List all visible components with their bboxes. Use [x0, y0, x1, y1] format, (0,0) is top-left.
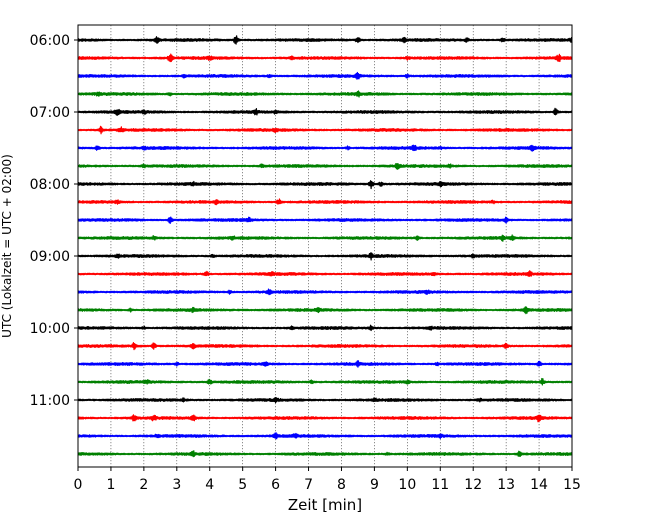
plot-frame: [77, 24, 573, 468]
seismogram-trace: [77, 288, 573, 296]
y-tick-label: 07:00: [30, 105, 70, 121]
seismogram-trace: [77, 360, 573, 368]
seismogram-trace: [77, 414, 573, 423]
seismogram-trace: [77, 71, 573, 80]
x-tick-label: 15: [563, 477, 581, 493]
x-tick-label: 2: [139, 477, 148, 493]
x-tick-label: 7: [304, 477, 313, 493]
x-axis-title: Zeit [min]: [288, 496, 362, 514]
x-tick-label: 8: [337, 477, 346, 493]
seismogram-trace: [77, 306, 573, 315]
seismogram-trace: [77, 53, 573, 63]
seismogram-trace: [77, 432, 573, 440]
seismogram-trace: [77, 270, 573, 277]
seismogram-trace: [77, 377, 573, 386]
seismogram-trace: [77, 216, 573, 225]
y-axis-title: UTC (Lokalzeit = UTC + 02:00): [0, 154, 14, 338]
seismogram-trace: [77, 324, 573, 332]
x-tick-label: 9: [370, 477, 379, 493]
trace-group: [77, 35, 573, 458]
y-tick-label: 09:00: [30, 249, 70, 265]
seismogram-trace: [77, 162, 573, 170]
x-tick-label: 0: [74, 477, 83, 493]
x-tick-label: 4: [205, 477, 214, 493]
seismogram-trace: [77, 107, 573, 116]
seismogram-trace: [77, 450, 573, 458]
y-tick-label: 06:00: [30, 33, 70, 49]
y-tick-label: 08:00: [30, 177, 70, 193]
y-tick-label: 11:00: [30, 393, 70, 409]
x-tick-label: 6: [271, 477, 280, 493]
x-tick-label: 13: [497, 477, 515, 493]
seismogram-trace: [77, 144, 573, 152]
x-tick-label: 11: [431, 477, 449, 493]
x-axis: 0 1 2 3 4 5 6 7 8 9 10 11 12 13 14 15: [74, 467, 581, 493]
seismogram-trace: [77, 396, 573, 404]
seismogram-trace: [77, 90, 573, 98]
seismogram-trace: [77, 252, 573, 261]
y-axis: 06:00 07:00 08:00 09:00 10:00 11:00: [30, 33, 78, 409]
seismogram-trace: [77, 198, 573, 206]
seismogram-trace: [77, 180, 573, 190]
x-tick-label: 3: [172, 477, 181, 493]
x-tick-label: 14: [530, 477, 548, 493]
x-tick-label: 12: [464, 477, 482, 493]
seismogram-trace: [77, 125, 573, 135]
x-tick-label: 5: [238, 477, 247, 493]
x-tick-label: 10: [398, 477, 416, 493]
seismogram-trace: [77, 35, 573, 45]
y-tick-label: 10:00: [30, 321, 70, 337]
seismogram-trace: [77, 234, 573, 242]
seismogram-trace: [77, 342, 573, 351]
x-tick-label: 1: [106, 477, 115, 493]
